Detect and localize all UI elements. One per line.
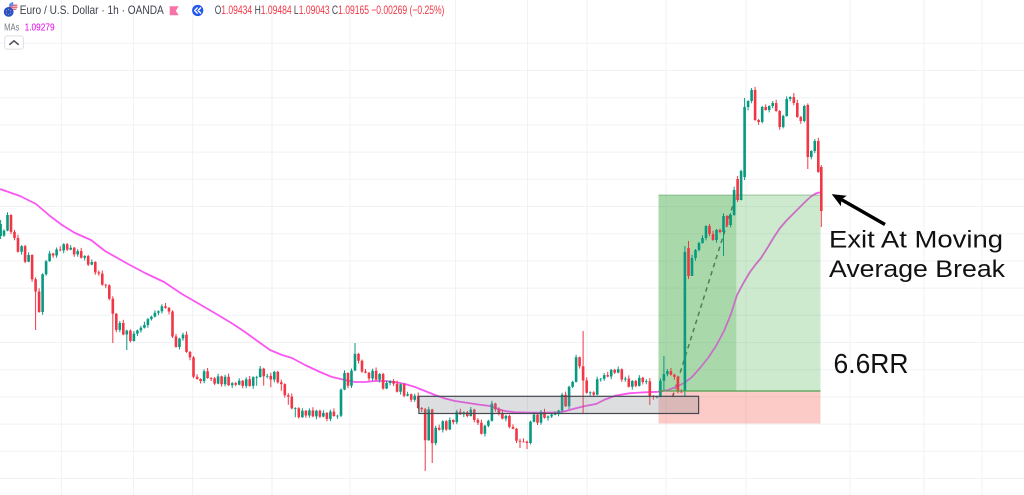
svg-text:MAs: MAs [4, 22, 19, 33]
svg-text:1.09484: 1.09484 [261, 3, 292, 17]
svg-text:Average Break: Average Break [829, 256, 1006, 283]
svg-text:6.6RR: 6.6RR [834, 348, 909, 379]
svg-text:O: O [215, 3, 222, 17]
svg-text:Exit At Moving: Exit At Moving [829, 226, 1003, 253]
svg-text:1.09434: 1.09434 [221, 3, 252, 17]
svg-text:H: H [255, 3, 261, 17]
svg-text:Euro / U.S. Dollar · 1h · OAND: Euro / U.S. Dollar · 1h · OANDA [20, 3, 164, 17]
svg-text:C: C [332, 3, 338, 17]
svg-text:1.09043: 1.09043 [299, 3, 330, 17]
svg-text:1.09279: 1.09279 [25, 23, 55, 34]
svg-text:−0.00269 (−0.25%): −0.00269 (−0.25%) [371, 3, 444, 17]
svg-text:1.09165: 1.09165 [338, 3, 369, 17]
svg-text:L: L [294, 3, 299, 17]
